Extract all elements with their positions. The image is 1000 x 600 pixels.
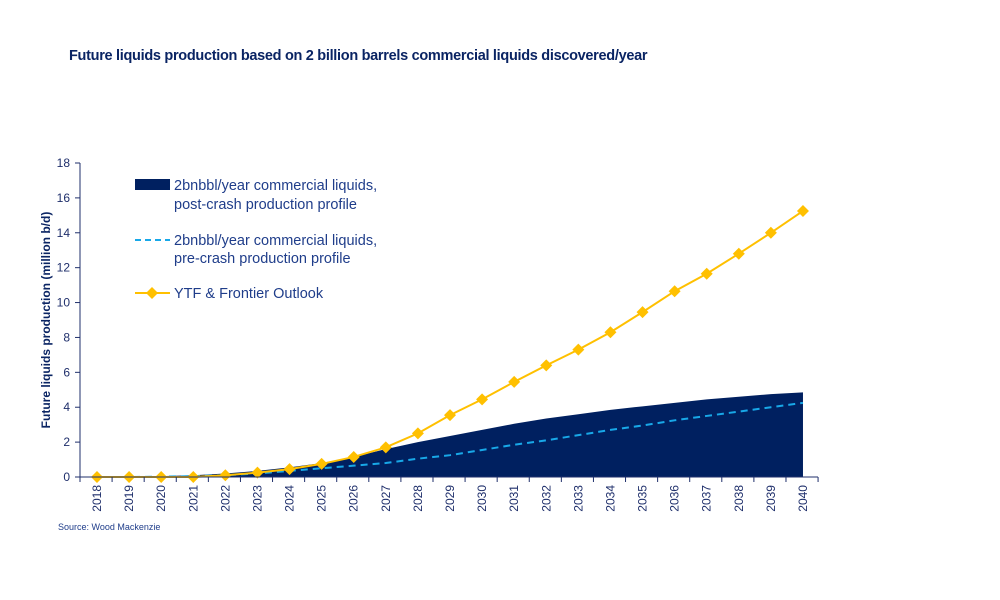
x-tick-label: 2022: [218, 485, 232, 512]
ytf-marker: [796, 204, 809, 217]
x-tick-label: 2028: [411, 485, 425, 512]
ytf-marker: [732, 247, 745, 260]
legend-label-pre-crash: 2bnbbl/year commercial liquids,: [174, 233, 377, 249]
legend-label-ytf: YTF & Frontier Outlook: [174, 286, 324, 302]
x-tick-label: 2032: [539, 485, 553, 512]
ytf-marker: [219, 469, 232, 482]
x-tick-label: 2038: [732, 485, 746, 512]
ytf-marker: [315, 457, 328, 470]
ytf-marker: [668, 285, 681, 298]
ytf-marker: [379, 441, 392, 454]
y-tick-label: 12: [57, 261, 71, 275]
x-tick-label: 2020: [154, 485, 168, 512]
ytf-marker: [700, 267, 713, 280]
chart-title: Future liquids production based on 2 bil…: [69, 48, 648, 64]
y-tick-label: 4: [63, 400, 70, 414]
legend-label-post-crash: 2bnbbl/year commercial liquids,: [174, 178, 377, 194]
y-tick-label: 18: [57, 156, 71, 170]
ytf-marker: [572, 343, 585, 356]
ytf-marker: [347, 450, 360, 463]
x-tick-label: 2033: [571, 485, 585, 512]
source-note: Source: Wood Mackenzie: [58, 522, 161, 532]
ytf-marker: [540, 359, 553, 372]
ytf-marker: [636, 306, 649, 319]
x-tick-label: 2039: [764, 485, 778, 512]
x-tick-label: 2036: [668, 485, 682, 512]
x-tick-label: 2025: [315, 485, 329, 512]
ytf-marker: [508, 375, 521, 388]
x-tick-label: 2037: [700, 485, 714, 512]
x-tick-label: 2021: [186, 485, 200, 512]
x-tick-label: 2034: [603, 485, 617, 512]
y-tick-label: 16: [57, 191, 71, 205]
pre-crash-dashed-line: [97, 401, 804, 478]
ytf-marker: [604, 326, 617, 339]
post-crash-area: [97, 392, 803, 477]
x-tick-label: 2029: [443, 485, 457, 512]
legend-label-pre-crash-cont: pre-crash production profile: [174, 251, 351, 267]
y-axis-title: Future liquids production (million b/d): [39, 212, 53, 429]
x-tick-label: 2030: [475, 485, 489, 512]
x-tick-label: 2018: [90, 485, 104, 512]
y-tick-label: 14: [57, 226, 71, 240]
x-tick-label: 2035: [636, 485, 650, 512]
ytf-marker: [411, 427, 424, 440]
x-tick-label: 2023: [250, 485, 264, 512]
ytf-marker: [443, 409, 456, 422]
y-tick-label: 10: [57, 296, 71, 310]
y-tick-label: 0: [63, 470, 70, 484]
x-tick-label: 2040: [796, 485, 810, 512]
ytf-marker: [251, 466, 264, 479]
x-tick-label: 2027: [379, 485, 393, 512]
x-tick-label: 2024: [283, 485, 297, 512]
x-tick-label: 2019: [122, 485, 136, 512]
x-tick-label: 2031: [507, 485, 521, 512]
ytf-marker: [476, 393, 489, 406]
legend-diamond-icon: [146, 287, 158, 299]
legend-swatch-post-crash: [135, 179, 170, 190]
y-tick-label: 6: [63, 365, 70, 379]
legend-label-post-crash-cont: post-crash production profile: [174, 197, 357, 213]
y-tick-label: 2: [63, 435, 70, 449]
ytf-marker: [283, 463, 296, 476]
ytf-marker: [764, 226, 777, 239]
y-tick-label: 8: [63, 330, 70, 344]
x-tick-label: 2026: [347, 485, 361, 512]
